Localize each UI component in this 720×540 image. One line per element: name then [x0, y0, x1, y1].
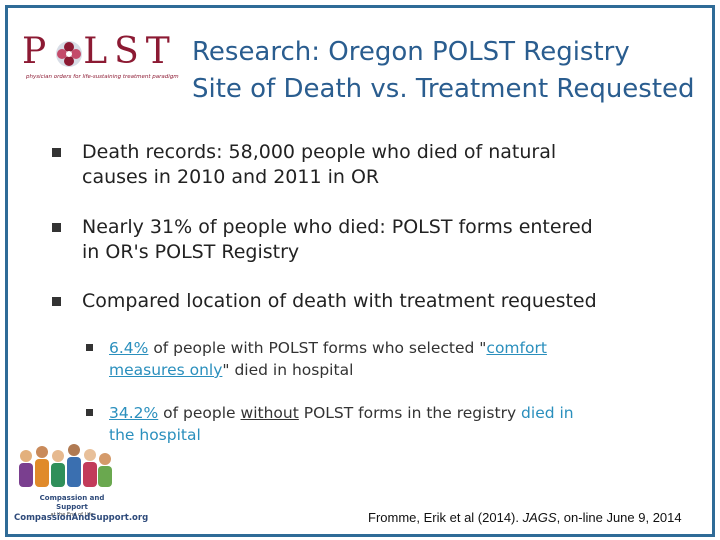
- logo-flower-icon: [56, 41, 82, 67]
- square-bullet-icon: [86, 409, 93, 416]
- bullet-line: causes in 2010 and 2011 in OR: [82, 166, 380, 188]
- logo-wordmark: P LST: [22, 32, 177, 72]
- title-line-1: Research: Oregon POLST Registry: [192, 37, 630, 67]
- comfort-measures-link-cont[interactable]: measures only: [109, 361, 223, 379]
- square-bullet-icon: [52, 297, 61, 306]
- square-bullet-icon: [86, 344, 93, 351]
- bullet-line: in OR's POLST Registry: [82, 241, 300, 263]
- sub-bullet-line: the hospital: [109, 426, 201, 444]
- org-logo-text: Compassion and Support at the End of Lif…: [39, 494, 105, 518]
- people-group-icon: [19, 444, 112, 487]
- comfort-measures-link[interactable]: comfort: [486, 339, 547, 357]
- slide-frame: [5, 5, 715, 537]
- title-line-2: Site of Death vs. Treatment Requested: [192, 74, 695, 104]
- polst-logo: P LST physician orders for life-sustainin…: [22, 32, 190, 92]
- bullet-line: Death records: 58,000 people who died of…: [82, 141, 557, 163]
- org-url: CompassionAndSupport.org: [14, 513, 149, 523]
- square-bullet-icon: [52, 223, 61, 232]
- journal-name: JAGS: [522, 510, 557, 525]
- bullet-line: Nearly 31% of people who died: POLST for…: [82, 216, 593, 238]
- citation: Fromme, Erik et al (2014). JAGS, on-line…: [368, 510, 682, 525]
- square-bullet-icon: [52, 148, 61, 157]
- logo-letters-lst: LST: [83, 31, 177, 72]
- logo-letter-p: P: [22, 31, 54, 72]
- without-link[interactable]: without: [240, 404, 299, 422]
- bullet-line: Compared location of death with treatmen…: [82, 290, 597, 312]
- died-in-text: died in: [521, 404, 574, 422]
- slide-title: Research: Oregon POLST Registry Site of …: [192, 34, 707, 108]
- stat-percent-link[interactable]: 34.2%: [109, 404, 159, 422]
- stat-percent-link[interactable]: 6.4%: [109, 339, 149, 357]
- logo-tagline: physician orders for life-sustaining tre…: [26, 74, 179, 80]
